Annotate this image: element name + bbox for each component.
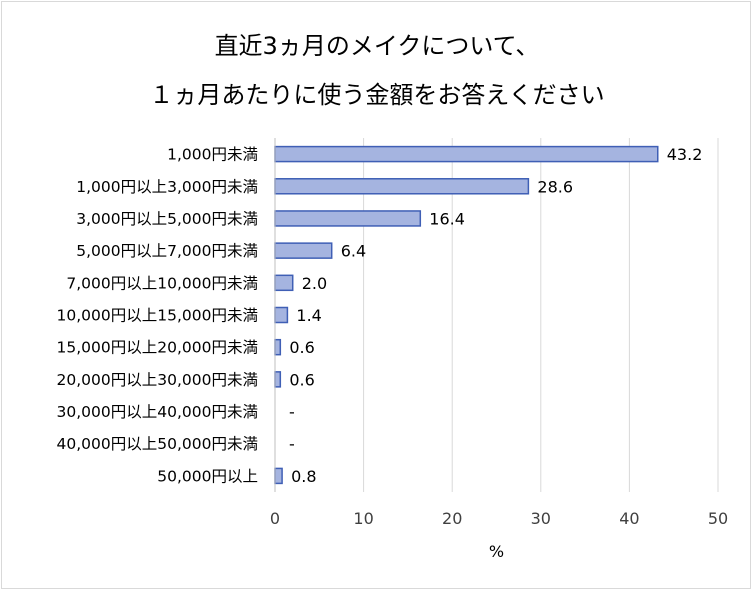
bar <box>274 467 283 485</box>
data-label: 0.8 <box>291 467 316 486</box>
category-label: 1,000円以上3,000円未満 <box>76 178 258 196</box>
category-label: 5,000円以上7,000円未満 <box>76 242 258 260</box>
data-label: 1.4 <box>296 306 321 325</box>
data-label: 28.6 <box>537 177 573 196</box>
category-label: 15,000円以上20,000円未満 <box>57 339 258 357</box>
x-tick-label: 10 <box>353 509 373 528</box>
chart-title-line-2: １ヵ月あたりに使う金額をお答えください <box>149 81 605 109</box>
bar <box>274 274 294 292</box>
chart-title-line-1: 直近3ヵ月のメイクについて、 <box>214 32 540 60</box>
category-label: 40,000円以上50,000円未満 <box>57 435 258 453</box>
data-label: 16.4 <box>429 209 465 228</box>
category-label: 7,000円以上10,000円未満 <box>66 274 258 292</box>
x-tick-label: 20 <box>442 509 462 528</box>
category-label: 30,000円以上40,000円未満 <box>57 403 258 421</box>
x-tick-label: 30 <box>531 509 551 528</box>
bar <box>274 210 422 227</box>
data-label: 2.0 <box>302 274 327 293</box>
data-label: - <box>289 435 295 454</box>
bar <box>274 338 282 356</box>
data-label: - <box>289 403 295 422</box>
data-label: 43.2 <box>667 145 703 164</box>
x-tick-label: 50 <box>708 509 728 528</box>
data-label: 6.4 <box>341 242 366 261</box>
bar <box>274 145 659 163</box>
bar <box>274 242 333 259</box>
x-axis-label: % <box>489 542 504 561</box>
bar <box>274 371 282 388</box>
data-label: 0.6 <box>289 370 314 389</box>
category-label: 1,000円未満 <box>167 146 258 164</box>
category-label: 50,000円以上 <box>157 467 258 485</box>
data-label: 0.6 <box>289 338 314 357</box>
x-tick-label: 40 <box>619 509 639 528</box>
category-label: 10,000円以上15,000円未満 <box>57 307 258 325</box>
bar <box>274 178 530 195</box>
category-label: 20,000円以上30,000円未満 <box>57 371 258 389</box>
bar <box>274 306 289 324</box>
category-label: 3,000円以上5,000円未満 <box>76 210 258 228</box>
x-tick-label: 0 <box>270 509 280 528</box>
